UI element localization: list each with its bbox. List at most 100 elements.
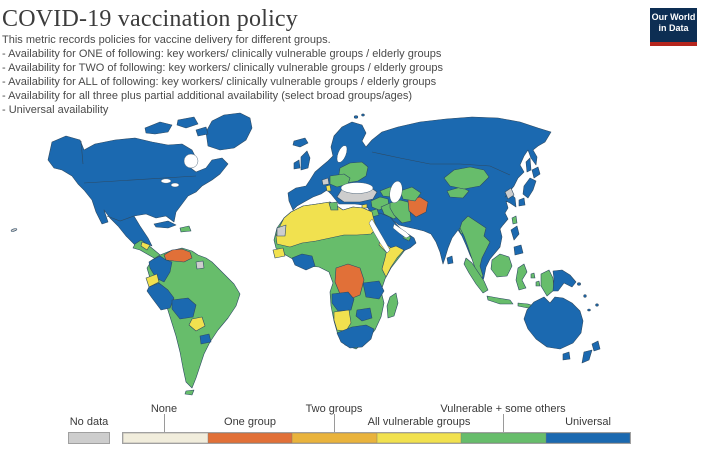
legend-label-vulnerable-plus[interactable]: Vulnerable + some others <box>440 403 566 415</box>
region-molucca-a[interactable] <box>530 272 536 279</box>
region-australia[interactable] <box>523 296 584 350</box>
region-greenland[interactable] <box>205 112 253 151</box>
legend-label-universal[interactable]: Universal <box>565 416 611 428</box>
legend-segment-universal[interactable] <box>545 433 630 443</box>
owid-logo-line1: Our World <box>651 12 696 22</box>
chart-description: This metric records policies for vaccine… <box>2 34 443 117</box>
region-north-america[interactable] <box>47 135 229 249</box>
legend-tick-two-groups <box>334 414 335 432</box>
region-arctic-island-a[interactable] <box>144 121 173 135</box>
red-sea <box>368 218 391 254</box>
region-japan-hokkaido[interactable] <box>531 166 541 179</box>
region-philippines-mindanao[interactable] <box>513 244 524 256</box>
great-lake-b <box>170 182 180 188</box>
region-borneo[interactable] <box>490 253 513 278</box>
us-mexico-border <box>106 215 135 222</box>
region-cyprus[interactable] <box>361 203 368 209</box>
region-svalbard-b[interactable] <box>361 113 365 117</box>
region-iceland[interactable] <box>292 137 309 148</box>
hudson-bay <box>183 153 199 169</box>
region-angola[interactable] <box>331 291 355 312</box>
region-new-caledonia[interactable] <box>587 308 591 312</box>
region-arctic-island-b[interactable] <box>176 116 199 129</box>
region-japan-kyushu[interactable] <box>518 197 526 207</box>
legend-segment-vulnerable-plus[interactable] <box>461 433 546 443</box>
region-paraguay[interactable] <box>188 316 206 332</box>
legend-label-none[interactable]: None <box>150 403 178 415</box>
region-great-britain[interactable] <box>300 150 311 171</box>
region-arctic-island-c[interactable] <box>195 126 209 137</box>
region-sumatra[interactable] <box>463 257 489 294</box>
region-south-africa[interactable] <box>336 324 375 349</box>
region-tunisia[interactable] <box>328 201 339 211</box>
region-honduras[interactable] <box>140 241 151 251</box>
region-molucca-b[interactable] <box>535 280 541 287</box>
legend-label-no-data[interactable]: No data <box>69 416 109 428</box>
region-java[interactable] <box>486 295 514 305</box>
region-peru[interactable] <box>146 282 175 311</box>
region-drc[interactable] <box>334 263 365 300</box>
region-new-zealand-north[interactable] <box>591 340 601 352</box>
region-venezuela[interactable] <box>163 248 193 263</box>
legend-tick-vulnerable-plus <box>503 414 504 432</box>
region-bosnia[interactable] <box>321 177 330 186</box>
region-ireland[interactable] <box>293 159 301 170</box>
region-south-america[interactable] <box>146 247 241 389</box>
legend-segment-none[interactable] <box>123 433 208 443</box>
region-tasmania[interactable] <box>562 351 571 361</box>
legend-no-data-swatch[interactable] <box>68 432 110 444</box>
bullet-two: - Availability for TWO of following: key… <box>2 61 443 74</box>
region-cuba[interactable] <box>153 220 177 229</box>
region-solomon[interactable] <box>577 282 581 286</box>
region-sulawesi[interactable] <box>515 263 528 291</box>
region-iran[interactable] <box>389 199 412 224</box>
legend-segment-all-vulnerable[interactable] <box>376 433 461 443</box>
region-new-guinea-east[interactable] <box>552 269 577 292</box>
region-fiji[interactable] <box>595 303 599 307</box>
region-se-asia-mainland[interactable] <box>459 215 491 282</box>
region-philippines-luzon[interactable] <box>510 225 520 241</box>
legend-segment-one-group[interactable] <box>207 433 292 443</box>
region-madagascar[interactable] <box>386 292 399 319</box>
region-japan-honshu[interactable] <box>522 177 537 199</box>
region-hispaniola[interactable] <box>179 225 192 233</box>
legend-label-two-groups[interactable]: Two groups <box>305 403 363 415</box>
region-vanuatu[interactable] <box>583 294 587 298</box>
baltic-sea <box>336 145 348 163</box>
legend-color-bar <box>122 432 631 444</box>
persian-gulf <box>392 223 411 239</box>
region-guinea-bissau[interactable] <box>272 247 286 259</box>
legend-label-one-group[interactable]: One group <box>224 416 276 428</box>
legend-label-all-vulnerable[interactable]: All vulnerable groups <box>367 416 471 428</box>
region-turkmenistan[interactable] <box>399 186 422 202</box>
region-tanzania[interactable] <box>362 280 385 300</box>
region-svalbard-a[interactable] <box>353 115 359 119</box>
region-north-korea[interactable] <box>504 187 515 200</box>
legend-segment-two-groups[interactable] <box>292 433 377 443</box>
great-lake-a <box>160 178 172 184</box>
region-tierra-del-fuego[interactable] <box>184 389 195 396</box>
region-somalia[interactable] <box>381 245 405 278</box>
region-ecuador[interactable] <box>145 273 160 288</box>
region-uruguay[interactable] <box>199 333 212 345</box>
region-zimbabwe[interactable] <box>355 307 373 322</box>
region-sri-lanka[interactable] <box>446 255 454 265</box>
region-taiwan[interactable] <box>511 215 518 225</box>
region-new-guinea-west[interactable] <box>540 269 555 297</box>
region-mongolia[interactable] <box>443 166 490 190</box>
region-new-zealand-south[interactable] <box>581 349 593 364</box>
region-sakhalin[interactable] <box>525 157 532 173</box>
region-suriname[interactable] <box>195 260 205 270</box>
owid-logo[interactable]: Our World in Data <box>650 8 697 46</box>
black-sea <box>340 182 374 194</box>
alaska-canada-border <box>80 140 84 165</box>
region-afghanistan[interactable] <box>407 196 429 218</box>
region-albania[interactable] <box>325 184 332 192</box>
owid-logo-line2: in Data <box>658 23 689 33</box>
region-bolivia[interactable] <box>171 297 197 320</box>
region-ivory-coast-ghana[interactable] <box>291 253 316 271</box>
region-western-sahara[interactable] <box>276 224 287 237</box>
region-aleutian-speck[interactable] <box>10 228 18 232</box>
